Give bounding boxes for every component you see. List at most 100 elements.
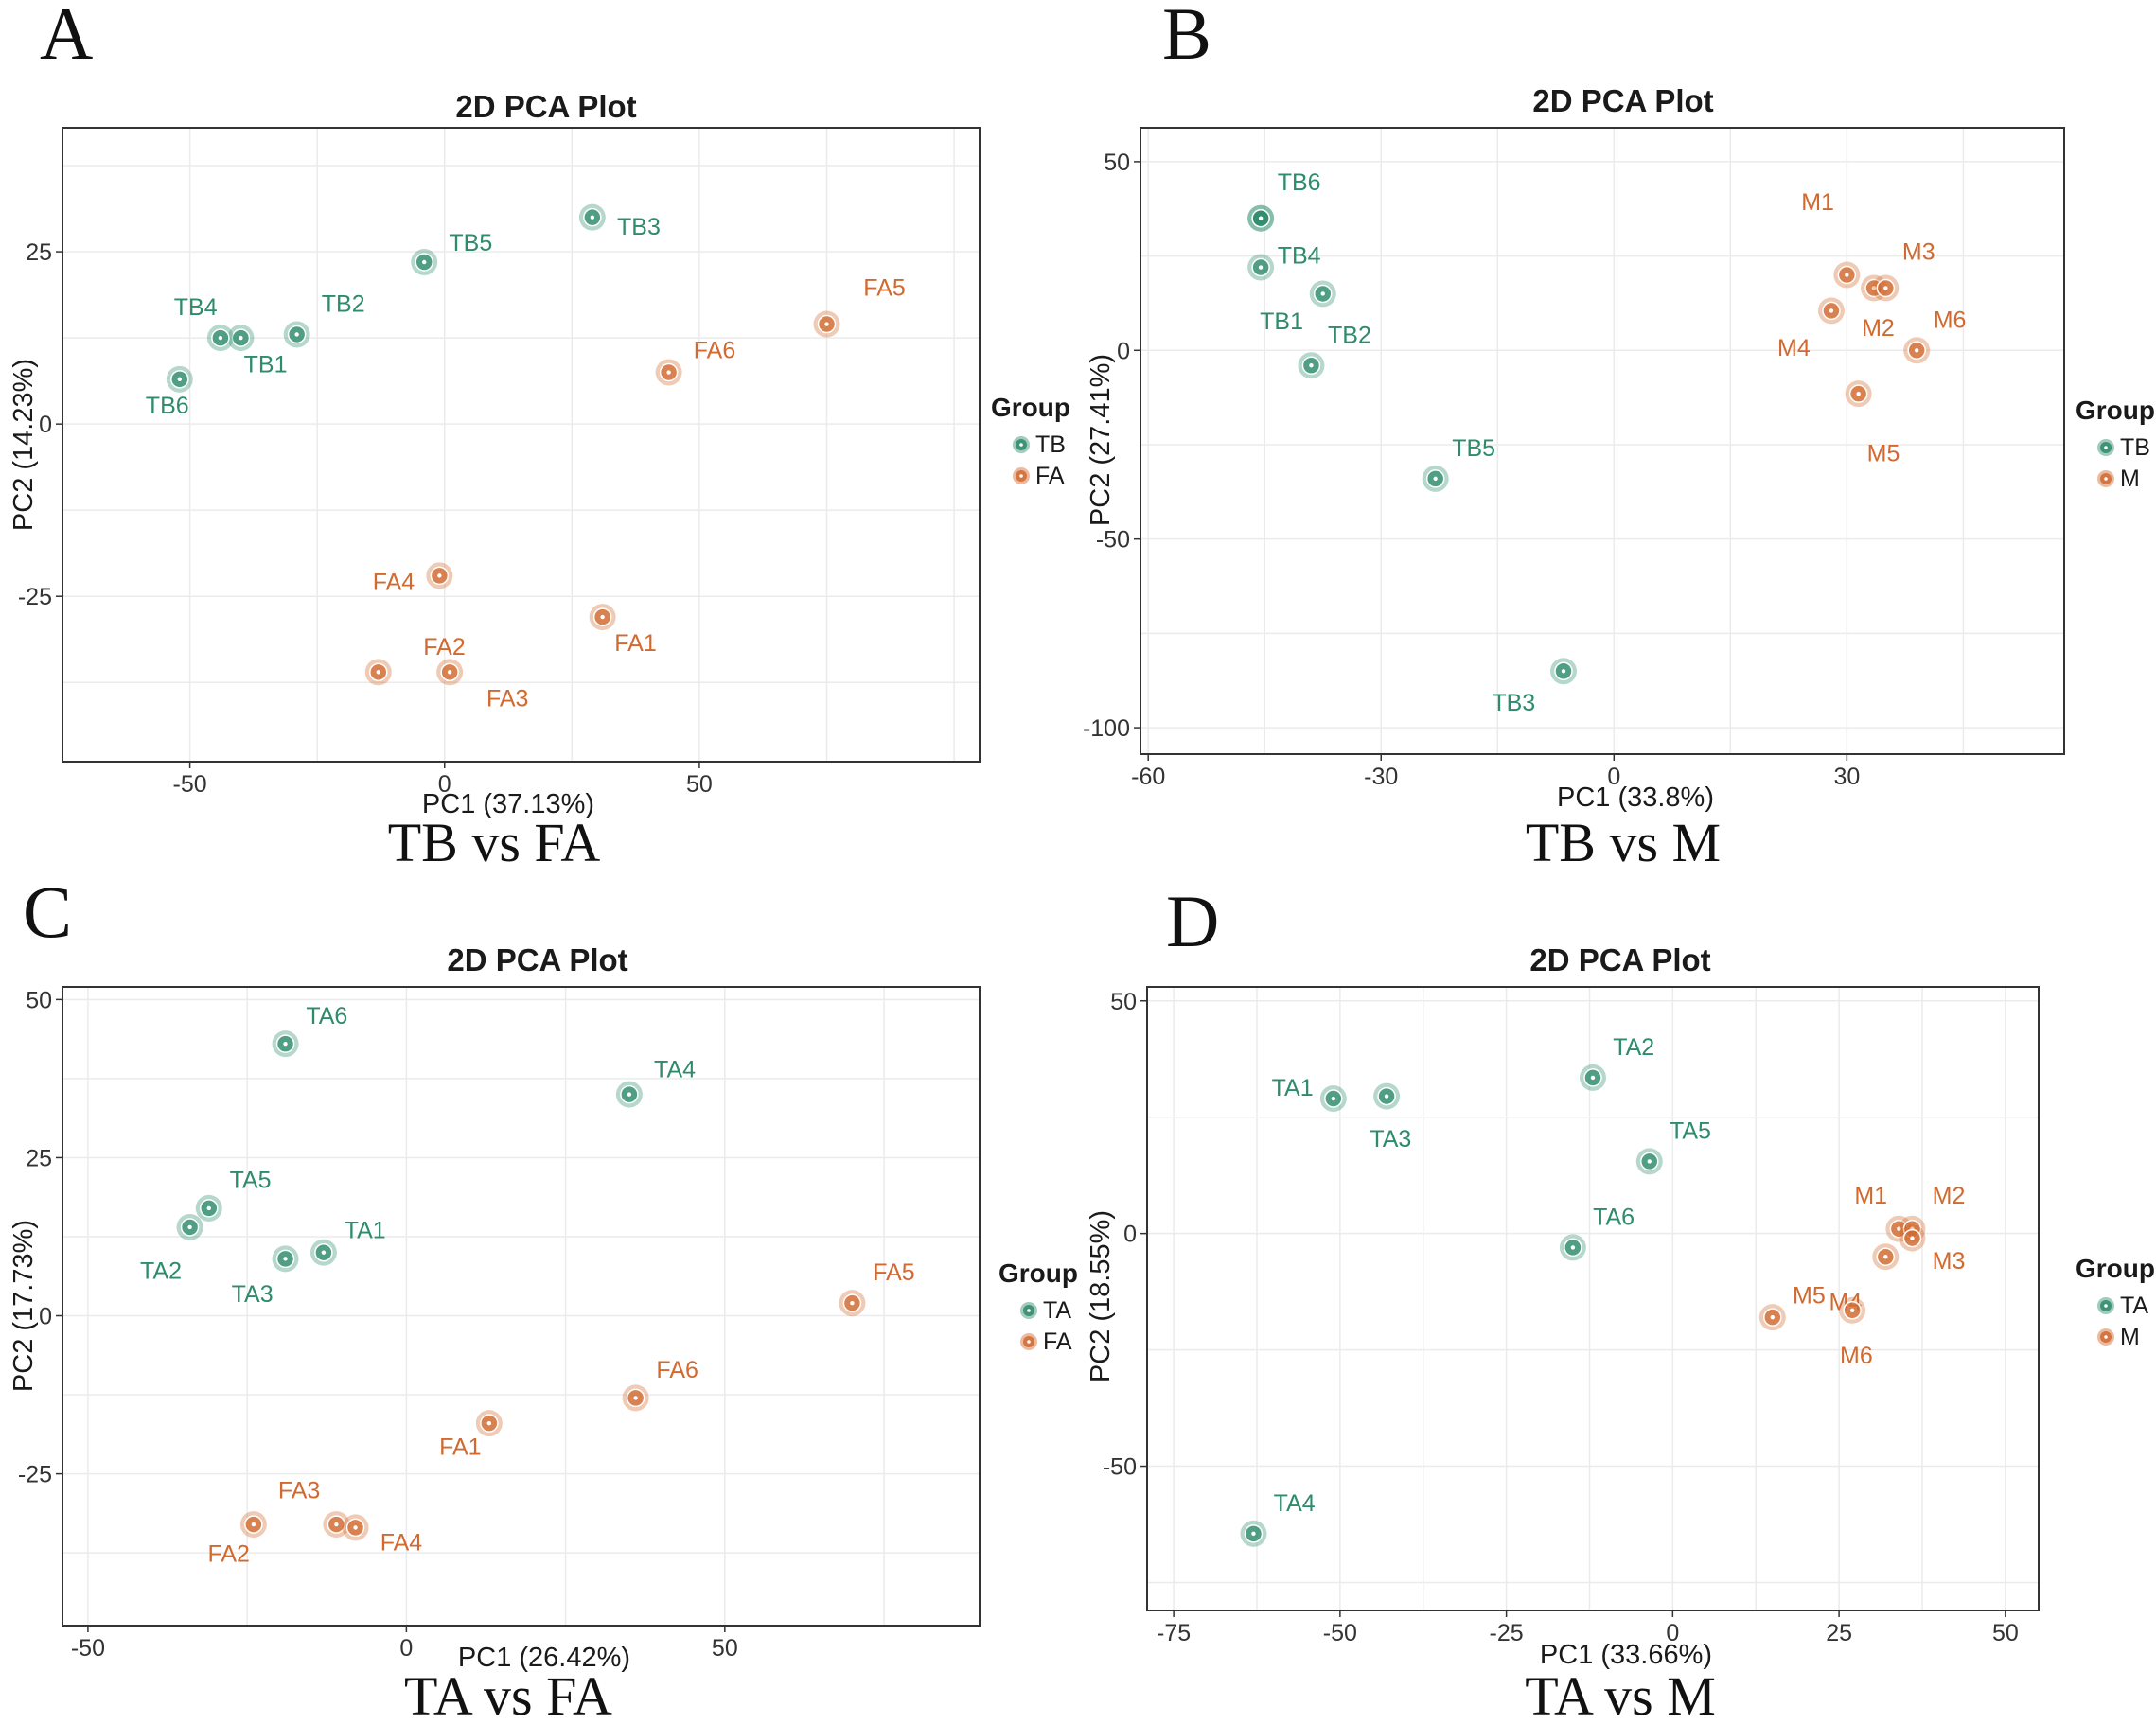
point-label: TB3 <box>617 214 661 240</box>
data-point-center <box>633 1396 638 1400</box>
point-label: FA5 <box>863 274 905 301</box>
grid <box>62 128 980 762</box>
point-label: TB4 <box>1278 242 1321 269</box>
data-point-center <box>437 573 442 578</box>
data-point-center <box>850 1300 855 1306</box>
point-label: M3 <box>1902 239 1935 266</box>
point-label: TA5 <box>1670 1118 1711 1145</box>
plot-frame <box>1140 127 2065 755</box>
point-label: TB3 <box>1492 690 1535 716</box>
legend-label: TB <box>1035 431 1066 458</box>
data-point-center <box>353 1525 358 1530</box>
point-label: M3 <box>1933 1248 1966 1275</box>
y-axis-label: PC2 (27.41%) <box>1086 354 1116 526</box>
panel-c: C TA vs FA 2D PCA Plot -50 0 50 -25 0 25 50 PC1 (2… <box>9 871 1078 1724</box>
data-point-center <box>239 335 243 341</box>
chart-title: 2D PCA Plot <box>455 89 636 124</box>
point-label: FA1 <box>614 630 656 657</box>
legend-key-center <box>1019 443 1023 447</box>
grid <box>1147 987 2039 1610</box>
data-point-center <box>422 259 427 265</box>
x-tick-label: -25 <box>1490 1620 1524 1646</box>
y-tick-label: -50 <box>1096 527 1130 554</box>
data-point-center <box>1251 1531 1256 1537</box>
x-tick-label: -30 <box>1364 764 1398 790</box>
chart-title: 2D PCA Plot <box>447 942 627 977</box>
data-point-center <box>1433 476 1438 482</box>
legend-label: TA <box>2120 1293 2148 1319</box>
panel-letter: C <box>23 871 72 953</box>
chart-title: 2D PCA Plot <box>1532 83 1713 118</box>
point-label: FA6 <box>656 1357 698 1383</box>
x-tick-label: -50 <box>173 771 207 798</box>
x-tick-label: 30 <box>1833 764 1860 790</box>
legend: Group TA FA <box>998 1258 1078 1355</box>
legend-key-center <box>1027 1309 1031 1312</box>
x-axis-label: PC1 (33.66%) <box>1540 1640 1712 1670</box>
x-tick-label: -60 <box>1131 764 1165 790</box>
data-point-center <box>1897 1226 1901 1231</box>
legend: Group TB FA <box>991 393 1070 489</box>
y-tick-label: 0 <box>39 1304 52 1330</box>
x-axis-label: PC1 (26.42%) <box>458 1643 630 1673</box>
data-point-center <box>1590 1075 1596 1081</box>
panel-d: D TA vs M 2D PCA Plot -75 -50 -25 0 25 50 -50 0 50 P… <box>1086 880 2155 1724</box>
point-label: TA3 <box>1370 1126 1411 1152</box>
data-point-center <box>824 322 829 326</box>
panel-letter: A <box>40 0 93 75</box>
x-tick-label: 50 <box>1992 1620 2019 1646</box>
data-point-center <box>590 215 595 220</box>
data-point-center <box>1561 669 1566 674</box>
y-tick-label: 25 <box>26 1145 52 1171</box>
point-label: M1 <box>1854 1183 1887 1209</box>
point-label: FA3 <box>278 1478 320 1504</box>
legend: Group TB M <box>2076 396 2155 492</box>
point-label: FA2 <box>423 634 465 660</box>
data-point-center <box>600 614 605 620</box>
data-point-center <box>627 1092 632 1097</box>
legend-key-center <box>1019 474 1023 478</box>
data-point-center <box>1309 363 1314 368</box>
y-tick-label: 50 <box>1104 150 1130 176</box>
data-point-center <box>486 1420 492 1426</box>
data-point-center <box>1647 1159 1652 1164</box>
panel-caption: TA vs M <box>1525 1665 1716 1724</box>
data-point-center <box>1331 1096 1336 1101</box>
data-point-center <box>177 377 183 382</box>
panel-letter: B <box>1162 0 1211 75</box>
panel-caption: TB vs FA <box>388 812 601 873</box>
point-label: TA6 <box>1593 1205 1635 1231</box>
x-tick-label: 0 <box>438 771 451 798</box>
data-point-center <box>376 670 380 675</box>
panel-letter: D <box>1166 880 1219 962</box>
point-label: TA6 <box>306 1003 347 1029</box>
data-point-center <box>1883 286 1888 290</box>
data-point-center <box>334 1522 339 1527</box>
point-label: TA4 <box>654 1056 696 1082</box>
point-label: M6 <box>1840 1343 1873 1369</box>
panel-b: B TB vs M 2D PCA Plot -60 -30 0 30 -100 -50 0 50 PC… <box>1083 0 2155 873</box>
point-label: M6 <box>1934 307 1967 333</box>
x-tick-label: 0 <box>399 1635 413 1662</box>
y-axis-label: PC2 (17.73%) <box>9 1220 39 1392</box>
x-tick-label: -50 <box>1323 1620 1357 1646</box>
series-tb: TB1 TB2 TB3 TB4 TB5 TB6 <box>1247 169 1577 716</box>
point-label: FA3 <box>486 686 528 712</box>
data-point-center <box>1856 391 1861 396</box>
point-label: M4 <box>1777 335 1811 361</box>
y-tick-label: 0 <box>1123 1222 1137 1248</box>
legend-title: Group <box>2076 1254 2155 1283</box>
point-label: M2 <box>1933 1183 1966 1209</box>
legend-title: Group <box>2076 396 2155 425</box>
x-axis-label: PC1 (33.8%) <box>1557 783 1714 813</box>
y-tick-label: -50 <box>1103 1454 1137 1481</box>
y-tick-label: -100 <box>1083 715 1130 742</box>
legend-title: Group <box>998 1258 1078 1288</box>
legend-key-center <box>2104 1335 2108 1339</box>
data-point-center <box>187 1224 192 1230</box>
legend-label: FA <box>1035 463 1065 489</box>
point-label: TA1 <box>1272 1075 1314 1101</box>
point-label: TA2 <box>140 1258 182 1285</box>
